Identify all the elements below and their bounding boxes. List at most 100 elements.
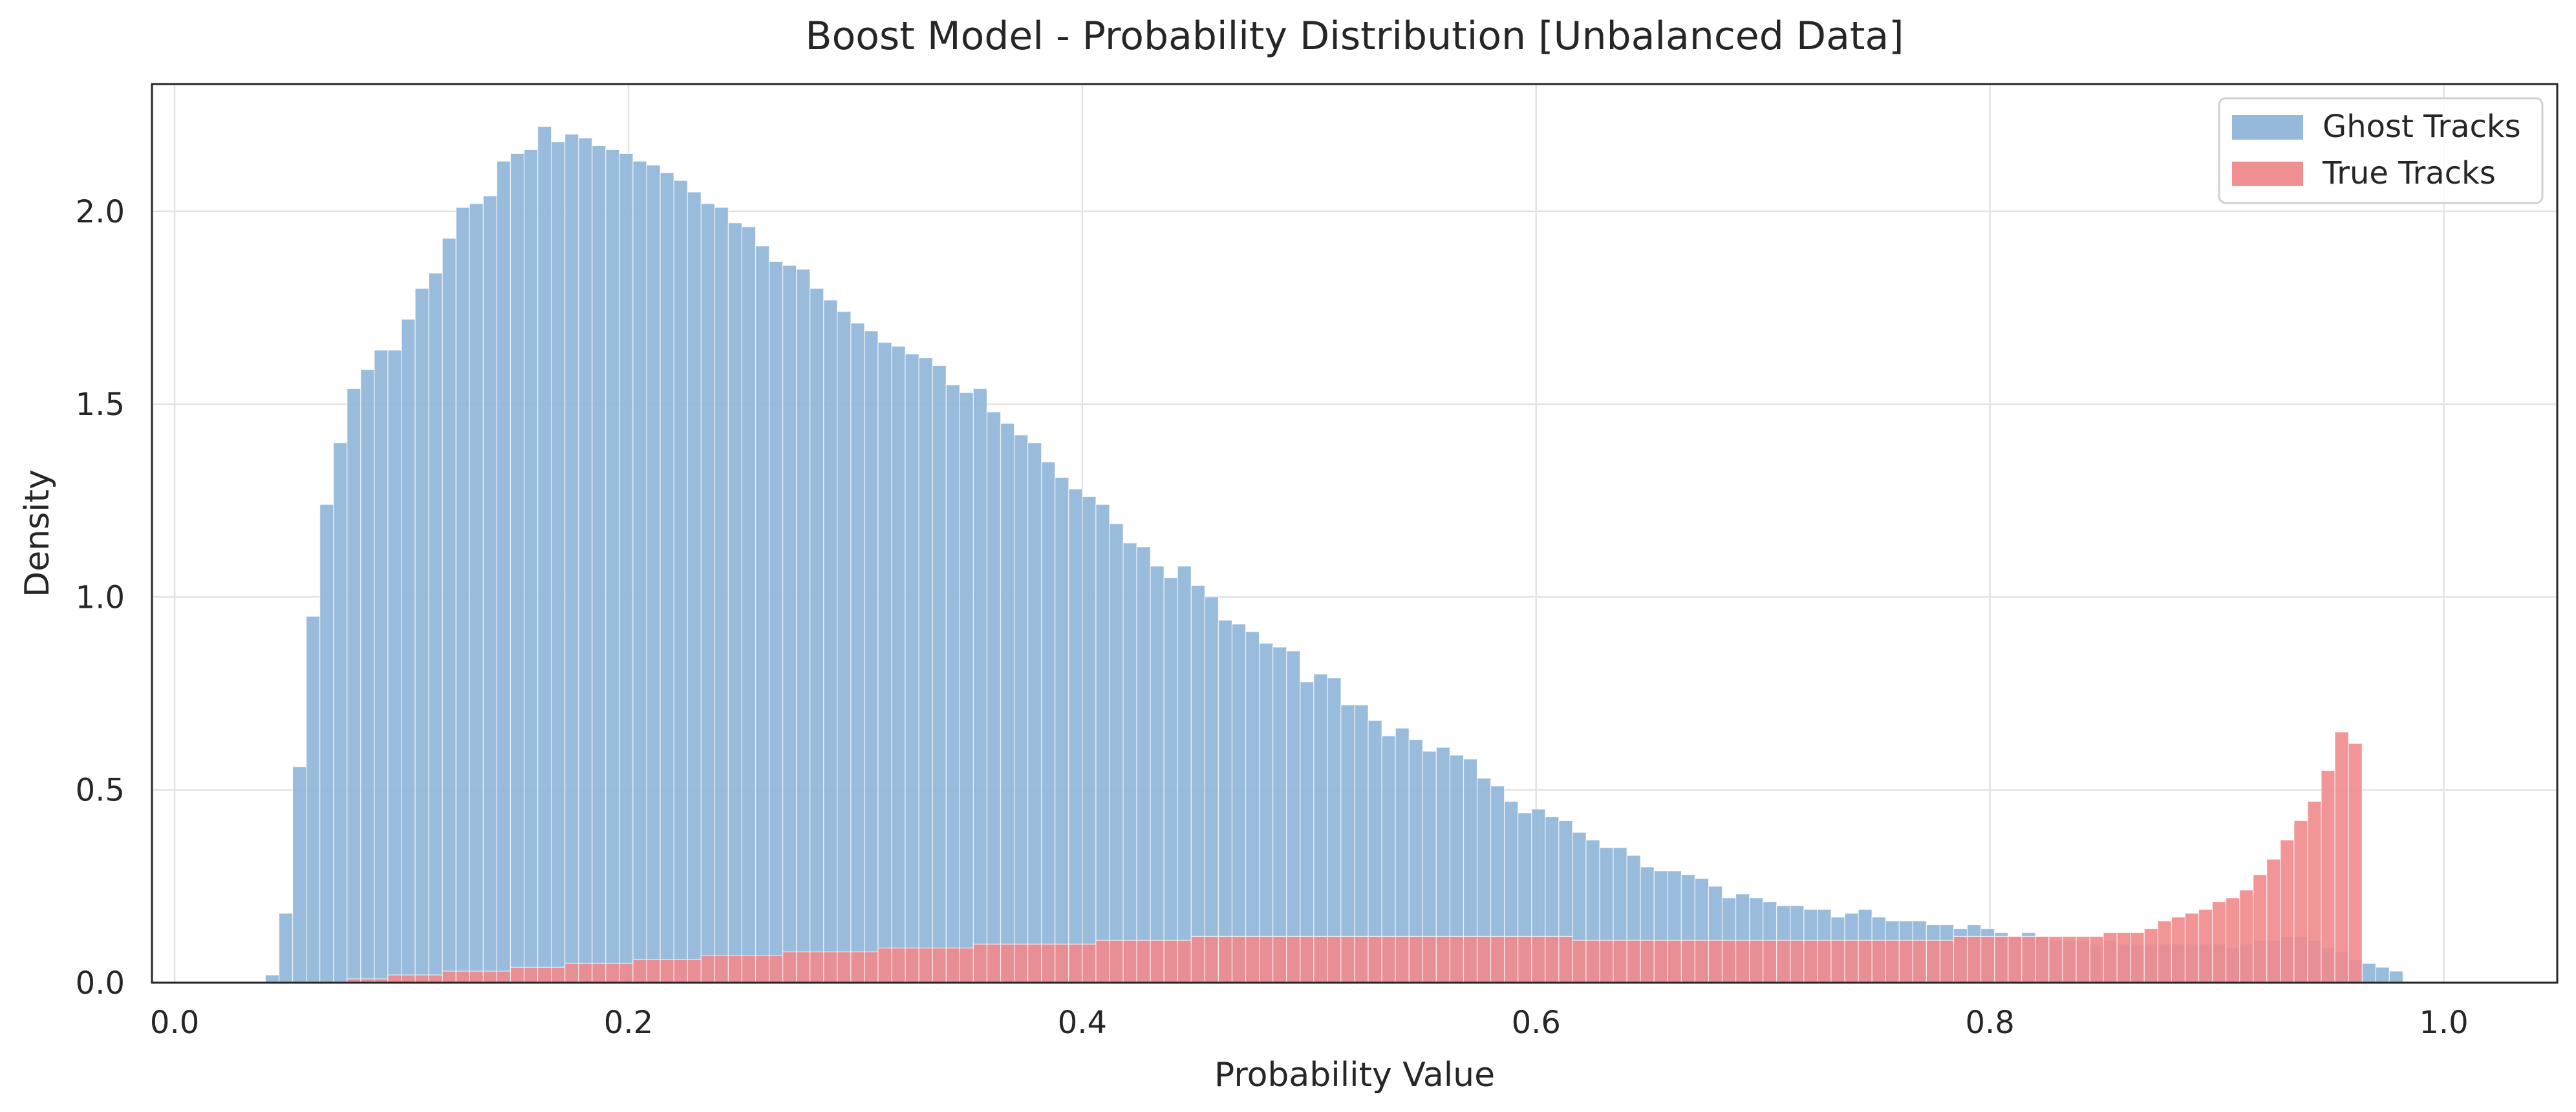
histogram-bar: [1408, 936, 1423, 983]
histogram-bar: [905, 947, 919, 983]
histogram-bar: [1694, 939, 1710, 983]
histogram-bar: [972, 943, 988, 983]
histogram-bar: [387, 350, 402, 983]
histogram-bar: [1885, 939, 1900, 983]
histogram-bar: [2143, 928, 2158, 983]
histogram-bar: [918, 357, 933, 983]
histogram-bar: [1558, 936, 1573, 983]
histogram-bar: [496, 970, 511, 983]
histogram-bar: [986, 943, 1002, 983]
histogram-bar: [1027, 943, 1042, 983]
histogram-bar: [1763, 939, 1777, 983]
histogram-bar: [823, 299, 838, 983]
histogram-bar: [972, 388, 988, 983]
histogram-bar: [1858, 939, 1873, 983]
histogram-bar: [741, 226, 757, 983]
histogram-bar: [755, 955, 770, 983]
x-tick-label: 0.8: [1965, 1005, 2014, 1041]
x-tick-label: 0.2: [604, 1005, 653, 1041]
histogram-bar: [1259, 936, 1274, 983]
histogram-bar: [482, 195, 498, 983]
histogram-bar: [469, 970, 484, 983]
histogram-bar: [1613, 939, 1627, 983]
histogram-bar: [810, 288, 824, 983]
histogram-bar: [755, 245, 770, 983]
histogram-bar: [1939, 939, 1955, 983]
y-tick-label: 1.5: [76, 387, 125, 423]
histogram-bar: [1082, 496, 1097, 983]
histogram-bar: [1395, 936, 1410, 983]
histogram-bar: [850, 951, 865, 983]
histogram-bar: [2116, 932, 2131, 983]
histogram-bar: [1830, 939, 1845, 983]
histogram-bar: [2021, 936, 2036, 983]
histogram-bar: [551, 141, 566, 983]
histogram-bar: [810, 951, 824, 983]
histogram-bar: [782, 951, 797, 983]
x-tick-label: 1.0: [2419, 1005, 2468, 1041]
histogram-bar: [1599, 939, 1614, 983]
histogram-bar: [2008, 936, 2023, 983]
histogram-bar: [1272, 936, 1287, 983]
histogram-bar: [537, 967, 552, 983]
histogram-bar: [1109, 523, 1124, 983]
histogram-bar: [496, 160, 511, 983]
histogram-bar: [959, 947, 974, 983]
histogram-bar: [428, 974, 443, 983]
histogram-bar: [2334, 731, 2349, 983]
histogram-bar: [1749, 939, 1764, 983]
histogram-bar: [673, 180, 688, 983]
histogram-bar: [1980, 936, 1995, 983]
histogram-bar: [2321, 770, 2335, 983]
histogram-bar: [1231, 623, 1247, 983]
y-tick-label: 0.5: [76, 773, 125, 809]
true-tracks-bars: [347, 731, 2363, 983]
histogram-bar: [646, 164, 661, 983]
histogram-bar: [374, 350, 389, 983]
histogram-bar: [632, 959, 647, 983]
x-tick-label: 0.0: [150, 1005, 199, 1041]
histogram-bar: [605, 149, 620, 983]
histogram-bar: [401, 319, 416, 983]
histogram-bar: [1055, 943, 1069, 983]
histogram-bar: [2103, 932, 2118, 983]
histogram-bar: [1136, 939, 1151, 983]
x-axis-label: Probability Value: [1214, 1056, 1495, 1095]
histogram-bar: [2157, 920, 2172, 983]
histogram-bar: [877, 342, 892, 983]
histogram-bar: [1708, 939, 1723, 983]
histogram-bar: [1286, 650, 1301, 983]
histogram-bar: [1041, 943, 1056, 983]
histogram-bar: [1327, 936, 1342, 983]
histogram-bar: [1041, 462, 1056, 983]
histogram-bar: [2348, 743, 2363, 983]
y-tick-label: 1.0: [76, 579, 125, 615]
y-tick-label: 2.0: [76, 194, 125, 230]
histogram-bar: [673, 959, 688, 983]
histogram-bar: [2266, 859, 2281, 983]
histogram-bar: [1354, 936, 1369, 983]
histogram-bar: [442, 238, 456, 983]
histogram-bar: [537, 126, 552, 983]
histogram-bar: [1476, 936, 1492, 983]
histogram-bar: [700, 203, 715, 983]
histogram-bar: [619, 153, 634, 983]
histogram-bar: [455, 207, 470, 983]
histogram-bar: [1721, 939, 1737, 983]
histogram-bar: [442, 970, 456, 983]
histogram-bar: [2388, 970, 2403, 983]
histogram-bar: [523, 967, 539, 983]
histogram-bar: [2226, 897, 2240, 983]
histogram-bar: [768, 955, 784, 983]
histogram-bar: [264, 974, 280, 983]
legend-label-true-tracks: True Tracks: [2322, 155, 2496, 191]
histogram-bar: [918, 947, 933, 983]
histogram-bar: [1518, 936, 1532, 983]
histogram-bar: [306, 615, 321, 983]
histogram-bar: [1177, 566, 1192, 983]
histogram-bar: [1966, 936, 1982, 983]
histogram-bar: [959, 392, 974, 983]
histogram-bar: [1844, 939, 1859, 983]
histogram-bar: [796, 268, 811, 983]
histogram-bar: [1735, 939, 1750, 983]
